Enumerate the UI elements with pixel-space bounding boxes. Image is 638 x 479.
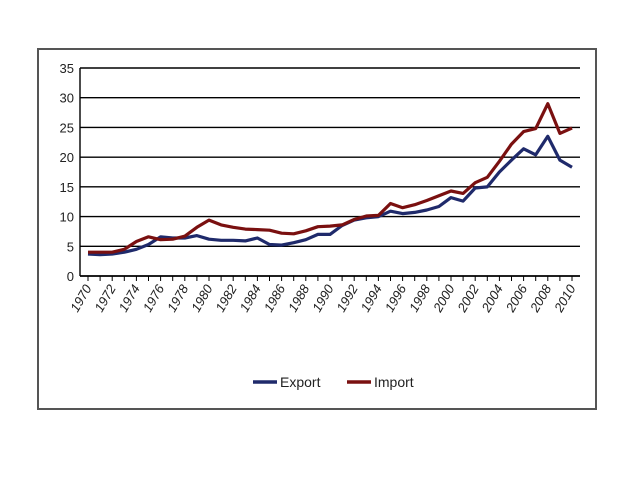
x-tick-label: 1980 — [188, 281, 216, 314]
series-line-import — [88, 102, 573, 254]
y-tick-label: 35 — [60, 61, 74, 76]
x-tick-label: 1988 — [285, 281, 313, 314]
series-line-export — [87, 134, 573, 257]
x-tick-label: 1978 — [164, 281, 192, 314]
x-tick-label: 1970 — [67, 281, 95, 314]
x-tick-label: 1994 — [358, 282, 385, 315]
legend-label-export: Export — [280, 374, 321, 390]
y-tick-label: 25 — [60, 120, 74, 135]
y-tick-label: 30 — [60, 91, 74, 106]
x-tick-label: 2008 — [526, 281, 554, 315]
x-tick-label: 1998 — [406, 281, 434, 314]
legend-label-import: Import — [374, 374, 414, 390]
y-tick-label: 20 — [60, 150, 74, 165]
x-tick-label: 1974 — [116, 282, 143, 315]
chart-frame: 0 5 10 15 20 25 30 35 1970 1972 1974 1976 1978 1980 19… — [37, 48, 597, 410]
x-tick-label: 1976 — [140, 281, 168, 314]
x-tick-label: 1984 — [237, 282, 264, 315]
y-tick-label: 15 — [60, 180, 74, 195]
x-tick-label: 2010 — [551, 281, 579, 315]
x-tick-label: 1996 — [382, 281, 410, 314]
line-chart: 0510152025303519701972197419761978198019… — [60, 61, 580, 390]
x-tick-label: 1972 — [91, 281, 119, 314]
x-tick-label: 2006 — [502, 281, 530, 315]
x-tick-label: 1982 — [212, 281, 240, 314]
y-tick-label: 0 — [67, 269, 74, 284]
x-tick-label: 1990 — [309, 281, 337, 314]
x-tick-label: 1992 — [333, 281, 361, 314]
x-tick-label: 1986 — [261, 281, 289, 314]
y-tick-label: 10 — [60, 210, 74, 225]
x-tick-label: 2004 — [478, 282, 506, 315]
x-tick-label: 2002 — [454, 281, 482, 315]
x-tick-label: 2000 — [430, 281, 458, 315]
y-tick-label: 5 — [67, 239, 74, 254]
